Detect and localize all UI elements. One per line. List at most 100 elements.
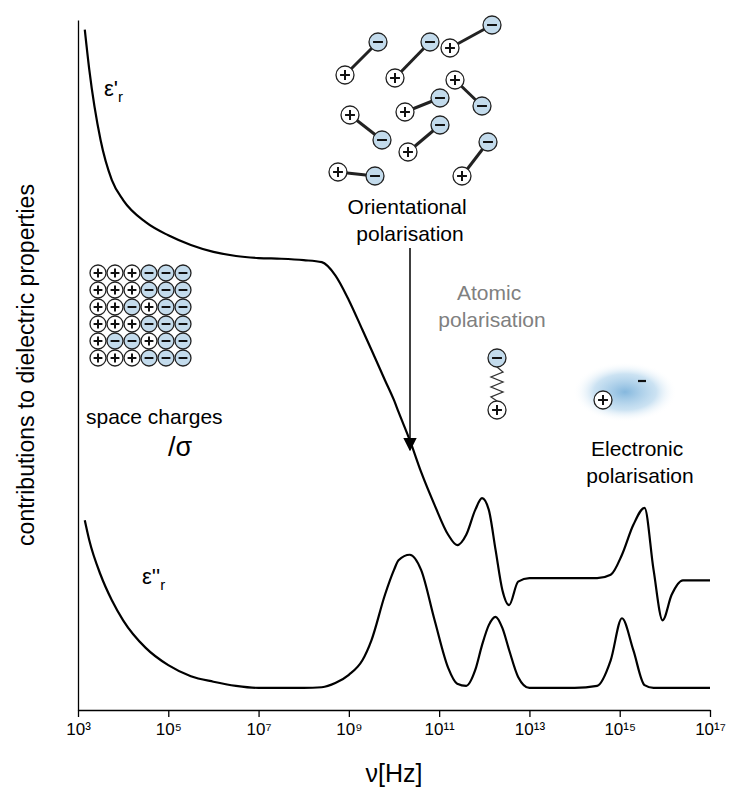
negative-charge — [175, 282, 191, 298]
positive-charge — [386, 69, 404, 87]
positive-charge — [446, 71, 464, 89]
charge-sign — [114, 269, 116, 278]
charge-sign — [97, 303, 99, 312]
x-tick-mark — [710, 710, 711, 717]
x-tick: 10⁹ — [336, 710, 362, 739]
charge-circle — [141, 299, 157, 315]
charge-sign — [404, 107, 406, 117]
charge-sign — [487, 24, 497, 26]
positive-charge — [107, 299, 123, 315]
positive-charge — [107, 350, 123, 366]
charge-sign — [449, 43, 451, 53]
charge-circle — [399, 143, 417, 161]
positive-charge — [441, 39, 459, 57]
negative-charge — [141, 265, 157, 281]
positive-charge — [329, 163, 347, 181]
charge-circle — [175, 299, 191, 315]
annotation: space charges — [86, 405, 223, 428]
charge-circle — [336, 66, 354, 84]
charge-circle — [421, 33, 439, 51]
charge-sign — [496, 405, 498, 415]
negative-charge — [473, 97, 491, 115]
y-axis — [78, 21, 79, 711]
charge-circle — [90, 299, 106, 315]
x-tick-mark — [78, 710, 79, 717]
positive-charge — [141, 299, 157, 315]
charge-sign — [97, 286, 99, 295]
charge-circle — [479, 133, 497, 151]
negative-charge — [366, 167, 384, 185]
charge-sign — [454, 75, 456, 85]
charge-circle — [141, 350, 157, 366]
charge-circle — [141, 265, 157, 281]
charge-sign — [114, 354, 116, 363]
charge-sign — [145, 357, 154, 359]
negative-charge — [421, 33, 439, 51]
negative-charge — [483, 16, 501, 34]
charge-circle — [158, 333, 174, 349]
negative-charge — [158, 333, 174, 349]
negative-charge — [158, 299, 174, 315]
x-tick: 10¹⁷ — [695, 710, 726, 739]
charge-sign — [162, 340, 171, 342]
dipoles — [329, 16, 501, 185]
positive-charge — [341, 106, 359, 124]
electron-sign — [638, 380, 646, 382]
positive-charge — [90, 282, 106, 298]
space-charge-lattice — [90, 265, 191, 366]
charge-circle — [107, 282, 123, 298]
charge-circle — [329, 163, 347, 181]
charge-sign — [131, 286, 133, 295]
positive-charge — [124, 265, 140, 281]
spring — [491, 367, 503, 401]
series-label: ε''r — [142, 564, 165, 593]
charge-circle — [594, 391, 612, 409]
charge-sign — [394, 73, 396, 83]
charge-circle — [386, 69, 404, 87]
charge-circle — [158, 299, 174, 315]
charge-sign — [114, 286, 116, 295]
x-tick-mark — [620, 710, 621, 717]
charge-circle — [141, 282, 157, 298]
charge-circle — [141, 316, 157, 332]
negative-charge — [141, 350, 157, 366]
x-tick-label: 10¹¹ — [425, 720, 456, 739]
charge-circle — [90, 316, 106, 332]
charge-sign — [114, 303, 116, 312]
charge-sign — [97, 269, 99, 278]
negative-charge — [431, 89, 449, 107]
x-tick: 10¹⁵ — [604, 710, 636, 739]
positive-charge — [453, 167, 471, 185]
charge-circle — [107, 265, 123, 281]
positive-charge — [124, 316, 140, 332]
charge-circle — [441, 39, 459, 57]
charge-sign — [97, 320, 99, 329]
negative-charge — [479, 133, 497, 151]
negative-charge — [175, 333, 191, 349]
x-tick: 10¹³ — [515, 710, 546, 739]
charge-sign — [145, 272, 154, 274]
negative-charge — [158, 282, 174, 298]
positive-charge — [399, 143, 417, 161]
x-tick-label: 10⁷ — [247, 720, 272, 739]
charge-circle — [483, 16, 501, 34]
charge-circle — [107, 333, 123, 349]
negative-charge — [175, 265, 191, 281]
charge-sign — [179, 323, 188, 325]
x-axis-line — [79, 710, 711, 711]
charge-circle — [431, 89, 449, 107]
charge-sign — [179, 340, 188, 342]
x-axis: 10³10⁵10⁷10⁹10¹¹10¹³10¹⁵10¹⁷ — [66, 710, 726, 739]
positive-charge — [90, 350, 106, 366]
positive-charge — [90, 316, 106, 332]
charge-circle — [373, 131, 391, 149]
charge-circle — [158, 350, 174, 366]
x-tick-label: 10¹⁷ — [695, 720, 726, 739]
charge-sign — [162, 306, 171, 308]
negative-charge — [369, 33, 387, 51]
charge-circle — [341, 106, 359, 124]
positive-charge — [594, 391, 612, 409]
charge-circle — [158, 282, 174, 298]
charge-circle — [141, 333, 157, 349]
positive-charge — [124, 282, 140, 298]
